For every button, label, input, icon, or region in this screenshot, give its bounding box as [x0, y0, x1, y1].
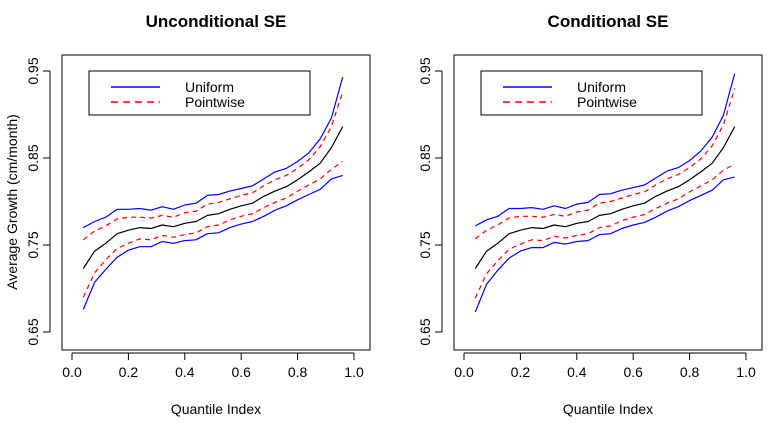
panel-unconditional-se: Unconditional SE 0.0 0.2 0.4 0.6 0.8 1.0 0.65…	[4, 12, 371, 417]
series-line-estimate	[474, 126, 736, 269]
y-tick-label: 0.75	[417, 231, 433, 258]
x-tick-label: 0.0	[454, 364, 474, 380]
series-line-pointwise-lower	[82, 161, 344, 298]
x-tick-label: 0.2	[511, 364, 531, 380]
series-line-pointwise-upper	[474, 88, 736, 240]
legend-box	[480, 70, 703, 116]
series-line-uniform-lower	[82, 174, 343, 310]
series-line-pointwise-upper	[82, 91, 344, 241]
x-axis: 0.0 0.2 0.4 0.6 0.8 1.0	[62, 352, 364, 380]
y-axis: 0.65 0.75 0.85 0.95	[417, 57, 443, 346]
legend-box	[88, 70, 311, 116]
series-line-estimate	[82, 126, 344, 269]
y-tick-label: 0.75	[25, 231, 41, 258]
y-tick-label: 0.85	[25, 144, 41, 171]
x-tick-label: 0.8	[680, 364, 700, 380]
y-axis: 0.65 0.75 0.85 0.95	[25, 57, 51, 346]
series-line-uniform-upper	[83, 76, 344, 229]
y-tick-label: 0.85	[417, 144, 433, 171]
legend-label-uniform: Uniform	[577, 79, 626, 95]
x-tick-label: 0.6	[623, 364, 643, 380]
x-tick-label: 0.6	[231, 364, 251, 380]
x-axis-label: Quantile Index	[563, 401, 653, 417]
series-line-uniform-upper	[475, 73, 736, 227]
y-tick-label: 0.65	[417, 318, 433, 345]
x-tick-label: 0.4	[175, 364, 195, 380]
panel-conditional-se: Conditional SE 0.0 0.2 0.4 0.6 0.8 1.0 0.650.…	[417, 12, 763, 417]
legend-label-pointwise: Pointwise	[577, 94, 637, 110]
chart-title: Conditional SE	[548, 12, 669, 31]
x-tick-label: 1.0	[736, 364, 756, 380]
legend: Uniform Pointwise	[88, 70, 311, 116]
legend: Uniform Pointwise	[480, 70, 703, 116]
series-layer	[82, 76, 344, 310]
x-tick-label: 0.8	[288, 364, 308, 380]
y-tick-label: 0.65	[25, 318, 41, 345]
x-tick-label: 0.0	[62, 364, 82, 380]
x-tick-label: 1.0	[344, 364, 364, 380]
x-axis: 0.0 0.2 0.4 0.6 0.8 1.0	[454, 352, 756, 380]
plot-frame	[61, 54, 371, 351]
legend-label-uniform: Uniform	[185, 79, 234, 95]
x-tick-label: 0.4	[567, 364, 587, 380]
x-tick-label: 0.2	[119, 364, 139, 380]
plot-frame	[453, 54, 763, 351]
y-tick-label: 0.95	[417, 57, 433, 84]
series-line-uniform-lower	[474, 176, 735, 313]
chart-title: Unconditional SE	[146, 12, 287, 31]
y-tick-label: 0.95	[25, 57, 41, 84]
y-axis-label: Average Growth (cm/month)	[4, 114, 20, 290]
series-layer	[474, 73, 736, 313]
x-axis-label: Quantile Index	[171, 401, 261, 417]
legend-label-pointwise: Pointwise	[185, 94, 245, 110]
series-line-pointwise-lower	[474, 163, 735, 299]
